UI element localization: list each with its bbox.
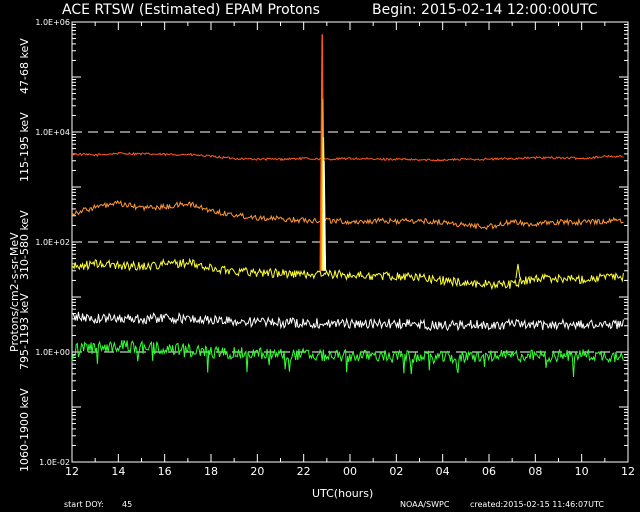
x-tick-label: 18 <box>204 465 218 478</box>
series-line-4 <box>71 340 624 378</box>
x-tick-label: 12 <box>621 465 635 478</box>
x-tick-label: 22 <box>297 465 311 478</box>
legend-310-580: 310-580 keV <box>18 210 31 280</box>
x-tick-label: 20 <box>250 465 264 478</box>
legend-1060-1900: 1060-1900 keV <box>18 388 31 472</box>
small-spike <box>515 263 521 279</box>
x-tick-label: 12 <box>65 465 79 478</box>
created-timestamp: created:2015-02-15 11:46:07UTC <box>470 500 604 509</box>
source-label: NOAA/SWPC <box>400 500 450 509</box>
x-tick-label: 02 <box>389 465 403 478</box>
y-tick-label: 1.0E-02 <box>39 458 70 467</box>
x-tick-label: 04 <box>436 465 450 478</box>
start-doy-value: 45 <box>122 500 133 509</box>
y-tick-label: 1.0E+00 <box>35 348 70 357</box>
x-axis-title: UTC(hours) <box>312 487 374 500</box>
series-line-0 <box>71 151 624 162</box>
series-line-1 <box>71 199 624 231</box>
start-doy-label: start DOY: <box>64 500 104 509</box>
y-tick-label: 1.0E+02 <box>35 238 70 247</box>
event-spike-3 <box>323 160 327 271</box>
x-tick-label: 10 <box>575 465 589 478</box>
y-tick-label: 1.0E+06 <box>35 18 70 27</box>
chart-title: ACE RTSW (Estimated) EPAM Protons <box>62 2 320 18</box>
legend-795-1193: 795-1193 keV <box>18 293 31 370</box>
x-tick-label: 14 <box>111 465 125 478</box>
legend-47-68: 47-68 keV <box>18 38 31 94</box>
begin-time: Begin: 2015-02-14 12:00:00UTC <box>372 2 598 18</box>
x-tick-label: 06 <box>482 465 496 478</box>
x-tick-label: 16 <box>158 465 172 478</box>
series-line-2 <box>71 257 624 291</box>
x-tick-label: 00 <box>343 465 357 478</box>
x-tick-label: 08 <box>528 465 542 478</box>
series-line-3 <box>71 311 624 332</box>
y-tick-label: 1.0E+04 <box>35 128 70 137</box>
legend-115-195: 115-195 keV <box>18 112 31 182</box>
